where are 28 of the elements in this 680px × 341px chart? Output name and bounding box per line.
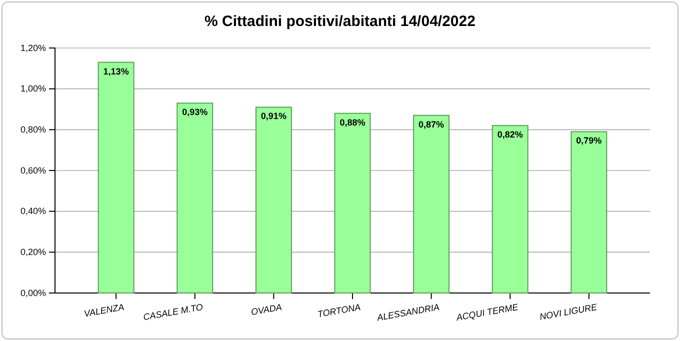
bar xyxy=(255,106,292,294)
x-tick-label: CASALE M.TO xyxy=(142,302,204,322)
y-tick-label: 0,80% xyxy=(20,124,46,135)
x-tick-label: TORTONA xyxy=(316,302,362,320)
bar xyxy=(334,112,371,294)
data-label: 0,87% xyxy=(418,119,444,130)
y-tick-label: 1,00% xyxy=(20,84,46,94)
y-tick-label: 0,60% xyxy=(20,165,46,176)
bar xyxy=(570,131,608,294)
data-label: 1,13% xyxy=(103,66,129,76)
data-label: 0,91% xyxy=(260,111,286,122)
data-label: 0,93% xyxy=(182,107,208,118)
bar xyxy=(98,62,134,294)
x-tick-label: NOVI LIGURE xyxy=(538,302,599,322)
x-tick-label: ACQUI TERME xyxy=(454,302,520,323)
y-tick-label: 0,20% xyxy=(20,247,46,258)
x-tick-label: VALENZA xyxy=(83,302,125,319)
data-label: 0,88% xyxy=(340,117,366,128)
chart-title: % Cittadini positivi/abitanti 14/04/2022 xyxy=(204,13,476,30)
y-tick-label: 1,20% xyxy=(20,42,46,53)
bar xyxy=(176,102,214,294)
data-label: 0,82% xyxy=(497,130,523,140)
y-tick-label: 0,00% xyxy=(20,288,46,298)
y-tick-label: 0,40% xyxy=(20,206,46,216)
data-label: 0,79% xyxy=(576,136,602,146)
x-tick-label: OVADA xyxy=(250,302,282,318)
bar xyxy=(492,125,528,294)
bar xyxy=(413,114,450,294)
